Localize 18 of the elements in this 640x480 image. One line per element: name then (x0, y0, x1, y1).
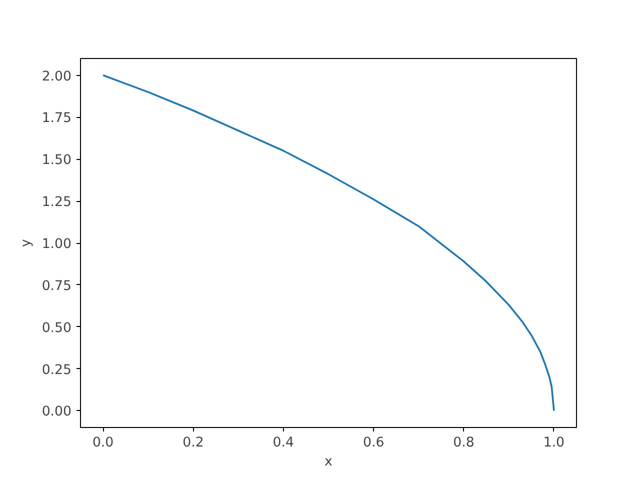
y-tick-label: 0.75 (42, 278, 72, 294)
y-tick-label: 1.75 (42, 111, 72, 126)
y-tick-label: 1.00 (42, 237, 72, 252)
x-tick-label: 0.8 (453, 436, 474, 450)
y-axis-title: y (18, 238, 34, 247)
x-tick-label: 1.0 (543, 436, 565, 450)
line-series (102, 74, 555, 412)
y-tick-label: 1.50 (42, 153, 72, 168)
y-tick-label: 0.00 (42, 404, 72, 420)
y-tick-label: 0.25 (42, 362, 72, 378)
y-tick-label: 2.00 (42, 69, 72, 84)
x-axis-title: x (324, 454, 333, 470)
x-tick-label: 0.0 (92, 436, 114, 450)
x-tick-label: 0.2 (182, 436, 204, 450)
y-tick-label: 0.50 (42, 320, 72, 336)
x-tick-label: 0.4 (272, 436, 294, 450)
y-tick-label: 1.25 (42, 195, 72, 210)
x-tick-label: 0.6 (362, 436, 384, 450)
